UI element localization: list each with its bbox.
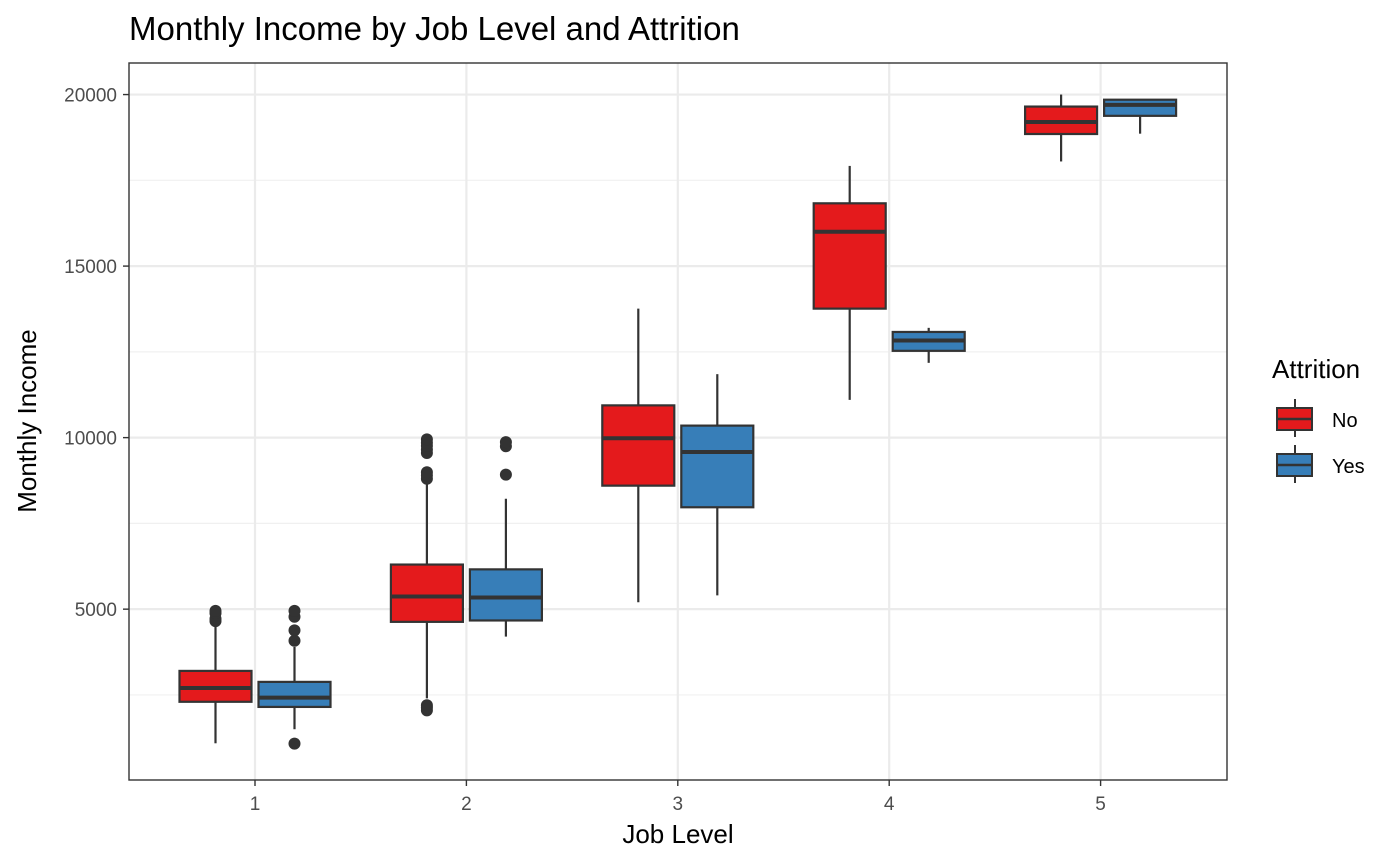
x-tick-label: 4 <box>884 794 895 815</box>
box-iqr <box>1102 98 1178 117</box>
box-yes-level-3 <box>680 374 755 596</box>
box-iqr <box>680 424 755 509</box>
y-tick-label: 15000 <box>64 257 117 278</box>
x-axis-title: Job Level <box>622 819 733 849</box>
box-iqr <box>468 568 543 622</box>
grid-layer <box>129 63 1227 780</box>
box-layer <box>178 94 1178 750</box>
outlier-point <box>499 468 512 481</box>
y-tick-label: 20000 <box>64 86 117 107</box>
box-no-level-4 <box>812 165 887 400</box>
box-no-level-1 <box>178 604 253 744</box>
box-yes-level-2 <box>468 436 543 637</box>
legend-label: Yes <box>1332 456 1365 478</box>
box-no-level-2 <box>389 433 464 717</box>
y-tick-label: 5000 <box>75 600 117 621</box>
y-axis-title: Monthly Income <box>12 329 42 513</box>
box-iqr <box>257 680 332 709</box>
outlier-point <box>420 433 433 446</box>
legend: Attrition No Yes <box>1272 354 1365 483</box>
x-tick-label: 2 <box>461 794 472 815</box>
box-iqr <box>812 202 887 310</box>
box-iqr <box>389 563 464 623</box>
box-iqr <box>601 404 676 487</box>
legend-entries: No Yes <box>1276 399 1365 483</box>
x-tick-label: 3 <box>673 794 684 815</box>
x-tick-label: 5 <box>1095 794 1106 815</box>
y-tick-label: 10000 <box>64 429 117 450</box>
legend-entry-yes: Yes <box>1276 445 1365 483</box>
legend-label: No <box>1332 410 1358 432</box>
outlier-point <box>288 737 301 750</box>
chart-title: Monthly Income by Job Level and Attritio… <box>129 10 740 47</box>
box-yes-level-4 <box>891 327 966 363</box>
outlier-point <box>420 699 433 712</box>
legend-title: Attrition <box>1272 354 1360 384</box>
tick-layer: 5000 10000 15000 20000 1 2 3 4 5 <box>64 86 1106 815</box>
box-yes-level-1 <box>257 604 332 750</box>
legend-entry-no: No <box>1276 399 1358 437</box>
outlier-point <box>288 604 301 617</box>
outlier-point <box>420 466 433 479</box>
box-no-level-3 <box>601 308 676 603</box>
x-tick-label: 1 <box>250 794 261 815</box>
outlier-point <box>209 604 222 617</box>
box-yes-level-5 <box>1102 98 1178 134</box>
outlier-point <box>288 624 301 637</box>
outlier-point <box>499 436 512 449</box>
outlier-point <box>288 634 301 647</box>
box-no-level-5 <box>1023 94 1099 162</box>
